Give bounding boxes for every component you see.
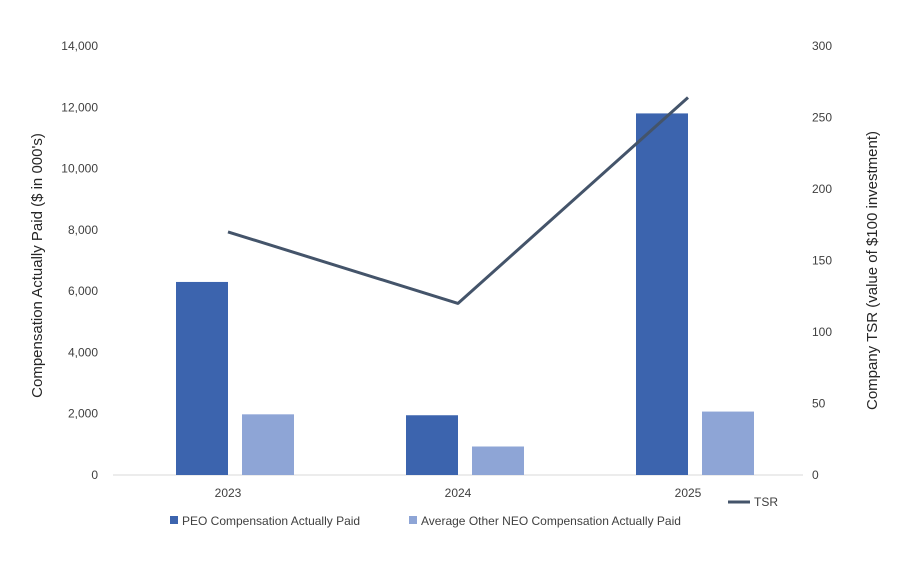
lines-group bbox=[227, 96, 690, 305]
y-tick-label: 2,000 bbox=[68, 407, 98, 421]
y-tick-label: 10,000 bbox=[61, 162, 98, 176]
bar bbox=[242, 414, 294, 475]
y-tick-label: 12,000 bbox=[61, 100, 98, 114]
bar bbox=[702, 411, 754, 475]
legend-label: Average Other NEO Compensation Actually … bbox=[421, 514, 681, 528]
y-tick-label: 8,000 bbox=[68, 223, 98, 237]
y2-tick-label: 250 bbox=[812, 111, 832, 125]
y2-tick-label: 150 bbox=[812, 254, 832, 268]
legend-label: PEO Compensation Actually Paid bbox=[182, 514, 360, 528]
bar bbox=[472, 446, 524, 475]
tsr-line bbox=[227, 96, 690, 305]
right-axis-title: Company TSR (value of $100 investment) bbox=[864, 131, 881, 410]
y-tick-label: 4,000 bbox=[68, 345, 98, 359]
y-tick-label: 6,000 bbox=[68, 284, 98, 298]
bar bbox=[636, 113, 688, 476]
y-tick-label: 14,000 bbox=[61, 39, 98, 53]
legend: TSR PEO Compensation Actually Paid Average… bbox=[170, 495, 778, 528]
y-tick-label: 0 bbox=[91, 468, 98, 482]
right-axis-ticks: 0 50 100 150 200 250 300 bbox=[812, 39, 832, 482]
x-tick-label: 2024 bbox=[445, 486, 472, 500]
bars-group bbox=[176, 113, 754, 476]
legend-tsr-label: TSR bbox=[754, 495, 778, 509]
x-tick-label: 2023 bbox=[215, 486, 242, 500]
x-tick-label: 2025 bbox=[675, 486, 702, 500]
y2-tick-label: 100 bbox=[812, 325, 832, 339]
bar bbox=[176, 281, 228, 475]
left-axis-ticks: 0 2,000 4,000 6,000 8,000 10,000 12,000 14,000 bbox=[61, 39, 98, 482]
y2-tick-label: 0 bbox=[812, 468, 819, 482]
y2-tick-label: 50 bbox=[812, 397, 826, 411]
bar bbox=[406, 415, 458, 475]
y2-tick-label: 300 bbox=[812, 39, 832, 53]
legend-swatch bbox=[170, 516, 178, 524]
x-axis-ticks: 2023 2024 2025 bbox=[215, 486, 702, 500]
y2-tick-label: 200 bbox=[812, 182, 832, 196]
left-axis-title: Compensation Actually Paid ($ in 000's) bbox=[29, 133, 46, 398]
legend-swatch bbox=[409, 516, 417, 524]
